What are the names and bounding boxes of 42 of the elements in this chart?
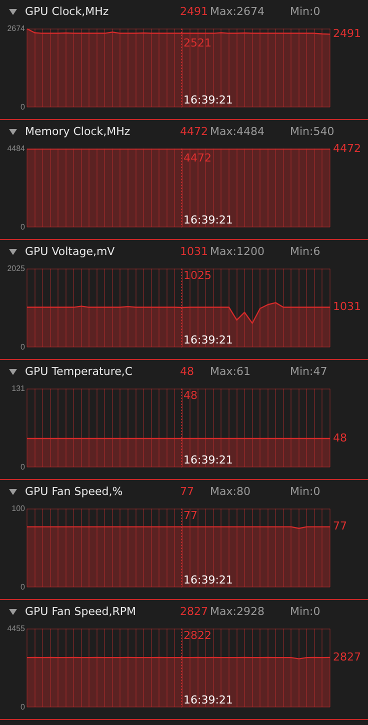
annotation: 2822 xyxy=(184,629,212,642)
chart-title: GPU Clock,MHz xyxy=(25,5,109,18)
y-tick-label: 4484 xyxy=(7,144,26,154)
text: 4472 Max:4484 Min:540 xyxy=(180,125,334,138)
y-tick-label: 2025 xyxy=(7,264,26,274)
annotation: 2521 xyxy=(184,36,212,50)
annotation: 48 xyxy=(184,389,198,402)
chart-title: GPU Temperature,C xyxy=(25,365,133,378)
text: 2827 xyxy=(333,650,361,664)
chart-title: Memory Clock,MHz xyxy=(25,125,130,138)
text: 48 xyxy=(333,431,347,444)
annotation: 16:39:21 xyxy=(184,214,233,227)
annotation: 16:39:21 xyxy=(184,94,233,107)
y-tick-label: 2674 xyxy=(7,24,26,34)
y-tick-label: 0 xyxy=(20,342,26,352)
text: 77 xyxy=(333,520,347,533)
annotation: 16:39:21 xyxy=(184,334,233,347)
chart-title: GPU Voltage,mV xyxy=(25,245,115,258)
text: 2491 Max:2674 Min:0 xyxy=(180,5,320,18)
annotation: 16:39:21 xyxy=(184,454,233,467)
text: 4472 xyxy=(333,142,361,155)
text: 77 Max:80 Min:0 xyxy=(180,485,320,498)
y-tick-label: 0 xyxy=(20,582,26,592)
annotation: 1025 xyxy=(184,269,212,282)
text: 1031 xyxy=(333,300,361,314)
y-tick-label: 100 xyxy=(12,504,26,514)
y-tick-label: 0 xyxy=(20,222,26,232)
y-tick-label: 0 xyxy=(20,102,26,112)
y-tick-label: 4455 xyxy=(7,624,26,634)
annotation: 77 xyxy=(184,509,198,522)
annotation: 4472 xyxy=(184,151,212,164)
text: 1031 Max:1200 Min:6 xyxy=(180,245,320,258)
y-tick-label: 0 xyxy=(20,462,26,472)
text: 2827 Max:2928 Min:0 xyxy=(180,605,320,618)
annotation: 16:39:21 xyxy=(184,574,233,587)
text: 48 Max:61 Min:47 xyxy=(180,365,328,378)
y-tick-label: 131 xyxy=(12,384,26,394)
text: 2491 xyxy=(333,27,361,40)
chart-title: GPU Fan Speed,RPM xyxy=(25,605,136,618)
annotation: 16:39:21 xyxy=(184,694,233,707)
chart-title: GPU Fan Speed,% xyxy=(25,485,123,498)
y-tick-label: 0 xyxy=(20,702,26,712)
